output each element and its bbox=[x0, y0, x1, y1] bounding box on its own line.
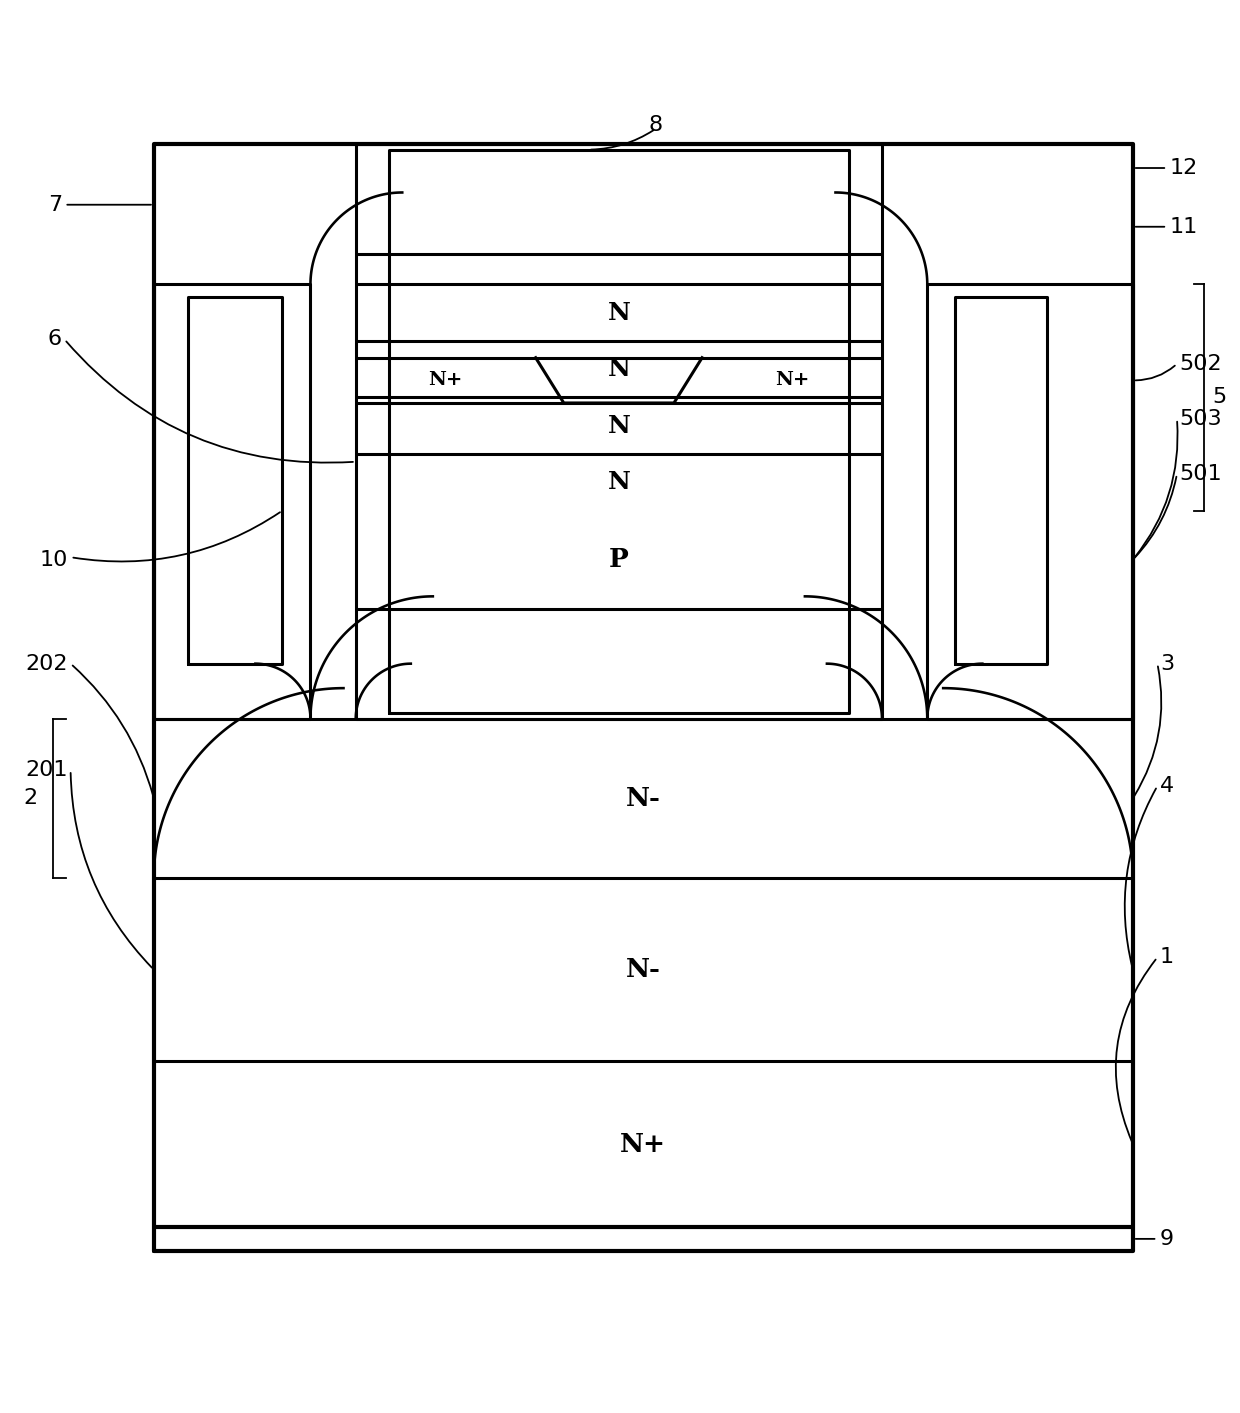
Text: 4: 4 bbox=[1159, 776, 1174, 796]
Text: N: N bbox=[608, 357, 630, 382]
Text: 10: 10 bbox=[40, 550, 68, 569]
Text: N: N bbox=[608, 471, 630, 495]
Text: N+: N+ bbox=[429, 372, 463, 390]
Text: 11: 11 bbox=[1169, 216, 1198, 237]
Text: 7: 7 bbox=[48, 195, 62, 215]
Text: 1: 1 bbox=[1159, 947, 1174, 968]
Text: N-: N- bbox=[626, 957, 661, 982]
Text: 502: 502 bbox=[1179, 353, 1221, 374]
Text: 2: 2 bbox=[24, 788, 37, 808]
Text: N+: N+ bbox=[775, 372, 810, 390]
Text: 12: 12 bbox=[1169, 158, 1198, 178]
Text: 503: 503 bbox=[1179, 408, 1221, 430]
Text: 202: 202 bbox=[26, 654, 68, 674]
Text: N+: N+ bbox=[620, 1132, 666, 1156]
Text: N: N bbox=[608, 301, 630, 325]
Text: P: P bbox=[609, 547, 629, 572]
Text: 5: 5 bbox=[1213, 387, 1226, 407]
Text: 9: 9 bbox=[1159, 1229, 1174, 1249]
Text: 201: 201 bbox=[26, 760, 68, 780]
Text: 3: 3 bbox=[1159, 654, 1174, 674]
Text: 8: 8 bbox=[649, 116, 662, 136]
Text: N: N bbox=[608, 414, 630, 438]
Text: 501: 501 bbox=[1179, 463, 1221, 485]
Text: N-: N- bbox=[626, 786, 661, 811]
Text: 6: 6 bbox=[48, 329, 62, 349]
